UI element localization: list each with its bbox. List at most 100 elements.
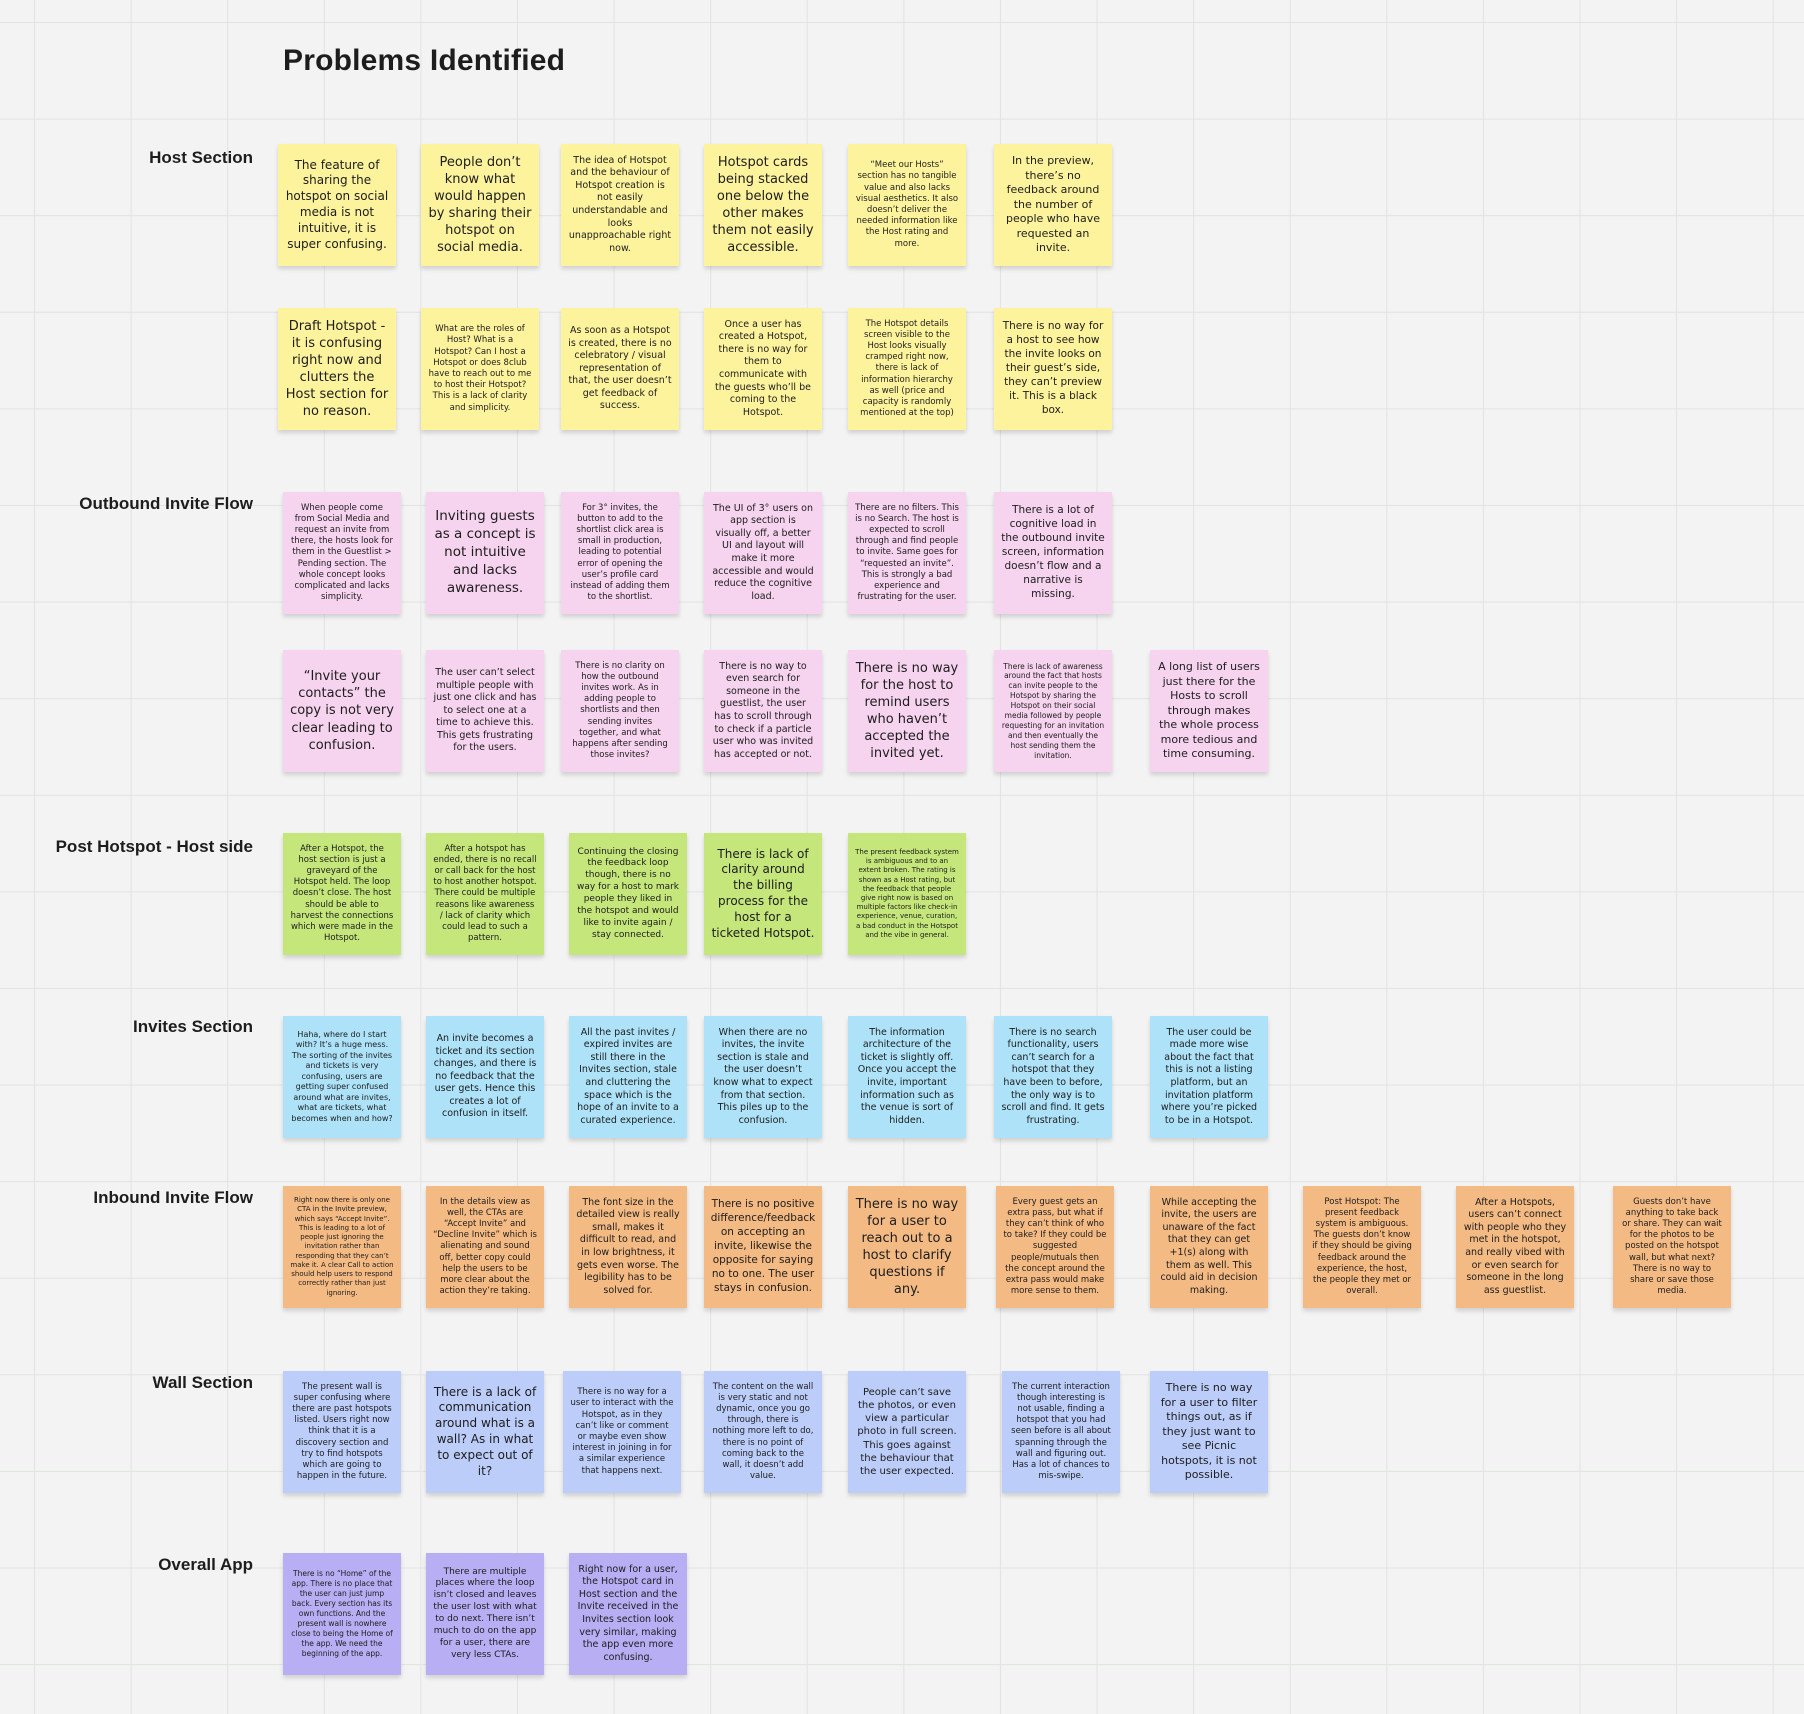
sticky-note-text: There is no way for a host to see how th… [1002, 320, 1104, 416]
sticky-note-text: The information architecture of the tick… [857, 1026, 957, 1126]
sticky-note[interactable]: An invite becomes a ticket and its secti… [426, 1016, 544, 1138]
sticky-note[interactable]: The information architecture of the tick… [848, 1016, 966, 1138]
sticky-note-text: The font size in the detailed view is re… [576, 1196, 680, 1296]
sticky-note[interactable]: Right now there is only one CTA in the I… [283, 1186, 401, 1308]
sticky-note-text: There is a lot of cognitive load in the … [1001, 504, 1105, 600]
sticky-note[interactable]: When there are no invites, the invite se… [704, 1016, 822, 1138]
sticky-note[interactable]: There is lack of awareness around the fa… [994, 650, 1112, 772]
sticky-note-text: In the preview, there’s no feedback arou… [1006, 154, 1100, 255]
sticky-note[interactable]: In the preview, there’s no feedback arou… [994, 144, 1112, 266]
section-label: Inbound Invite Flow [93, 1188, 253, 1207]
sticky-note-text: The present feedback system is ambiguous… [855, 847, 959, 939]
sticky-note[interactable]: The Hotspot details screen visible to th… [848, 308, 966, 430]
sticky-note[interactable]: When people come from Social Media and r… [283, 492, 401, 614]
sticky-note-text: “Meet our Hosts” section has no tangible… [855, 160, 959, 249]
sticky-note-text: There are no filters. This is no Search.… [855, 502, 959, 603]
sticky-note[interactable]: There is lack of clarity around the bill… [704, 833, 822, 955]
sticky-note[interactable]: After a Hotspot, the host section is jus… [283, 833, 401, 955]
sticky-note[interactable]: There is no positive difference/feedback… [704, 1186, 822, 1308]
sticky-note[interactable]: In the details view as well, the CTAs ar… [426, 1186, 544, 1308]
sticky-note-text: An invite becomes a ticket and its secti… [433, 1033, 537, 1120]
sticky-note-text: There is no “Home” of the app. There is … [291, 1569, 393, 1658]
sticky-note[interactable]: There is no search functionality, users … [994, 1016, 1112, 1138]
sticky-note[interactable]: There is a lot of cognitive load in the … [994, 492, 1112, 614]
sticky-note[interactable]: Post Hotspot: The present feedback syste… [1303, 1186, 1421, 1308]
sticky-note[interactable]: “Meet our Hosts” section has no tangible… [848, 144, 966, 266]
section-label: Overall App [158, 1555, 253, 1574]
sticky-note-text: A long list of users just there for the … [1158, 660, 1260, 761]
sticky-note-text: There are multiple places where the loop… [433, 1566, 537, 1660]
sticky-note-text: Hotspot cards being stacked one below th… [712, 154, 814, 256]
sticky-note[interactable]: There is no way to even search for someo… [704, 650, 822, 772]
sticky-note[interactable]: There is no way for the host to remind u… [848, 650, 966, 772]
sticky-note[interactable]: The user could be made more wise about t… [1150, 1016, 1268, 1138]
sticky-note[interactable]: As soon as a Hotspot is created, there i… [561, 308, 679, 430]
sticky-note[interactable]: Every guest gets an extra pass, but what… [996, 1186, 1114, 1308]
sticky-note[interactable]: Hotspot cards being stacked one below th… [704, 144, 822, 266]
sticky-note[interactable]: Guests don’t have anything to take back … [1613, 1186, 1731, 1308]
sticky-note-text: The user can’t select multiple people wi… [433, 667, 537, 754]
sticky-note[interactable]: Once a user has created a Hotspot, there… [704, 308, 822, 430]
sticky-note[interactable]: There is no way for a user to reach out … [848, 1186, 966, 1308]
sticky-note[interactable]: After a Hotspots, users can’t connect wi… [1456, 1186, 1574, 1308]
sticky-note[interactable]: The UI of 3° users on app section is vis… [704, 492, 822, 614]
sticky-note-text: After a hotspot has ended, there is no r… [433, 843, 537, 944]
sticky-note-text: After a Hotspots, users can’t connect wi… [1463, 1196, 1567, 1296]
sticky-note[interactable]: After a hotspot has ended, there is no r… [426, 833, 544, 955]
sticky-note[interactable]: People don’t know what would happen by s… [421, 144, 539, 266]
sticky-note-text: The present wall is super confusing wher… [292, 1381, 392, 1482]
sticky-note[interactable]: The present feedback system is ambiguous… [848, 833, 966, 955]
sticky-note-text: There is a lack of communication around … [433, 1384, 537, 1478]
sticky-note[interactable]: For 3° invites, the button to add to the… [561, 492, 679, 614]
sticky-note[interactable]: There is no way for a host to see how th… [994, 308, 1112, 430]
sticky-note-text: Right now there is only one CTA in the I… [290, 1196, 394, 1297]
sticky-note[interactable]: The idea of Hotspot and the behaviour of… [561, 144, 679, 266]
sticky-note[interactable]: People can’t save the photos, or even vi… [848, 1371, 966, 1493]
sticky-note[interactable]: There is no way for a user to interact w… [563, 1371, 681, 1493]
sticky-note-text: The UI of 3° users on app section is vis… [712, 502, 814, 602]
sticky-note-text: There is lack of awareness around the fa… [1001, 661, 1105, 760]
sticky-note-text: All the past invites / expired invites a… [577, 1026, 679, 1126]
sticky-note[interactable]: The content on the wall is very static a… [704, 1371, 822, 1493]
sticky-note[interactable]: There is no “Home” of the app. There is … [283, 1553, 401, 1675]
sticky-note-text: Post Hotspot: The present feedback syste… [1312, 1196, 1412, 1297]
sticky-note[interactable]: While accepting the invite, the users ar… [1150, 1186, 1268, 1308]
sticky-note-text: The Hotspot details screen visible to th… [860, 318, 954, 419]
sticky-note-text: Inviting guests as a concept is not intu… [434, 508, 536, 596]
sticky-note-text: Once a user has created a Hotspot, there… [715, 318, 811, 418]
sticky-note-text: People can’t save the photos, or even vi… [857, 1386, 957, 1477]
sticky-note[interactable]: Right now for a user, the Hotspot card i… [569, 1553, 687, 1675]
sticky-note[interactable]: All the past invites / expired invites a… [569, 1016, 687, 1138]
sticky-note-text: The feature of sharing the hotspot on so… [285, 157, 389, 251]
sticky-note[interactable]: Haha, where do I start with? It’s a huge… [283, 1016, 401, 1138]
sticky-note[interactable]: “Invite your contacts” the copy is not v… [283, 650, 401, 772]
sticky-note-text: There is lack of clarity around the bill… [711, 846, 815, 940]
section-label: Wall Section [152, 1373, 253, 1392]
sticky-note-text: There is no positive difference/feedback… [710, 1198, 816, 1294]
sticky-note[interactable]: There are multiple places where the loop… [426, 1553, 544, 1675]
sticky-note[interactable]: The user can’t select multiple people wi… [426, 650, 544, 772]
sticky-note[interactable]: Draft Hotspot - it is confusing right no… [278, 308, 396, 430]
sticky-note-text: When there are no invites, the invite se… [713, 1026, 813, 1126]
sticky-note[interactable]: What are the roles of Host? What is a Ho… [421, 308, 539, 430]
sticky-note-text: There is no way for the host to remind u… [855, 660, 959, 762]
sticky-note[interactable]: There are no filters. This is no Search.… [848, 492, 966, 614]
sticky-note[interactable]: A long list of users just there for the … [1150, 650, 1268, 772]
sticky-note[interactable]: The feature of sharing the hotspot on so… [278, 144, 396, 266]
sticky-note-text: Continuing the closing the feedback loop… [576, 846, 680, 940]
sticky-note[interactable]: The current interaction though interesti… [1002, 1371, 1120, 1493]
sticky-note-text: There is no search functionality, users … [1001, 1026, 1105, 1126]
sticky-note[interactable]: The present wall is super confusing wher… [283, 1371, 401, 1493]
sticky-note[interactable]: There is a lack of communication around … [426, 1371, 544, 1493]
sticky-note-text: People don’t know what would happen by s… [428, 154, 532, 256]
sticky-note-text: There is no way for a user to reach out … [855, 1196, 959, 1298]
sticky-note-text: There is no way for a user to filter thi… [1160, 1381, 1258, 1482]
sticky-note-text: In the details view as well, the CTAs ar… [433, 1196, 537, 1297]
sticky-note[interactable]: There is no way for a user to filter thi… [1150, 1371, 1268, 1493]
sticky-note[interactable]: Inviting guests as a concept is not intu… [426, 492, 544, 614]
sticky-note[interactable]: The font size in the detailed view is re… [569, 1186, 687, 1308]
sticky-note[interactable]: There is no clarity on how the outbound … [561, 650, 679, 772]
sticky-note[interactable]: Continuing the closing the feedback loop… [569, 833, 687, 955]
sticky-note-text: Draft Hotspot - it is confusing right no… [285, 318, 389, 420]
sticky-note-text: What are the roles of Host? What is a Ho… [428, 324, 532, 413]
